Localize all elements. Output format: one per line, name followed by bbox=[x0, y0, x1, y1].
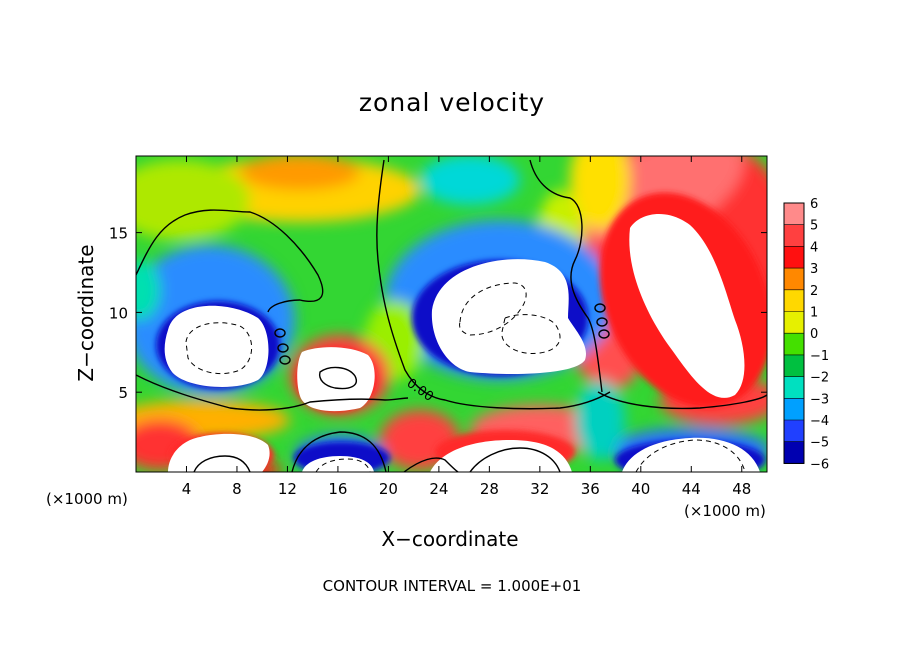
colorbar-label-8: −2 bbox=[810, 371, 829, 386]
x-tick-label-28: 28 bbox=[480, 480, 499, 498]
colorbar-label-4: 2 bbox=[810, 284, 818, 299]
x-tick-label-48: 48 bbox=[732, 480, 751, 498]
colorbar-label-3: 3 bbox=[810, 262, 818, 277]
colorbar-label-2: 4 bbox=[810, 240, 818, 255]
field-blob-2 bbox=[136, 160, 250, 240]
saturated-region-5 bbox=[302, 456, 374, 472]
contour-small-loop-5 bbox=[598, 329, 610, 339]
x-tick-label-44: 44 bbox=[682, 480, 701, 498]
x-unit-label-left: (×1000 m) bbox=[46, 490, 128, 508]
contour-interval-note: CONTOUR INTERVAL = 1.000E+01 bbox=[322, 577, 582, 595]
y-tick-label-10: 10 bbox=[109, 304, 128, 322]
contour-small-loop-2 bbox=[279, 355, 291, 365]
contour-solid-2 bbox=[376, 159, 611, 410]
contour-small-loop-0 bbox=[274, 328, 286, 338]
contour-small-loop-3 bbox=[594, 303, 606, 313]
saturated-region-6 bbox=[430, 440, 572, 472]
x-axis-label: X−coordinate bbox=[381, 527, 519, 551]
contour-solid-5 bbox=[403, 457, 459, 472]
contour-solid-8 bbox=[318, 366, 357, 390]
contour-solid-3 bbox=[529, 159, 603, 393]
colorbar-band-5 bbox=[784, 311, 804, 334]
colorbar-label-10: −4 bbox=[810, 414, 829, 429]
x-tick-label-12: 12 bbox=[278, 480, 297, 498]
plot-frame bbox=[135, 155, 768, 473]
x-tick-label-40: 40 bbox=[631, 480, 650, 498]
colorbar-label-7: −1 bbox=[810, 349, 829, 364]
contour-dashed-4 bbox=[315, 458, 371, 472]
x-tick-label-36: 36 bbox=[581, 480, 600, 498]
colorbar-band-4 bbox=[784, 289, 804, 312]
colorbar-band-0 bbox=[784, 203, 804, 226]
contour-solid-4 bbox=[597, 391, 767, 410]
colorbar-band-8 bbox=[784, 376, 804, 399]
y-tick-label-15: 15 bbox=[109, 225, 128, 243]
colorbar-label-11: −5 bbox=[810, 436, 829, 451]
velocity-field bbox=[136, 156, 767, 472]
colorbar-label-0: 6 bbox=[810, 197, 818, 212]
colorbar-band-11 bbox=[784, 441, 804, 464]
contour-solid-1 bbox=[136, 374, 409, 411]
colorbar: 6 5 4 3 2 1 0 −1 −2 −3 −4 −5 −6 bbox=[783, 197, 829, 472]
contour-solid-7 bbox=[469, 447, 561, 472]
colorbar-label-6: 0 bbox=[810, 327, 818, 342]
contour-dashed-1 bbox=[459, 282, 527, 336]
colorbar-band-10 bbox=[784, 420, 804, 443]
x-tick-label-32: 32 bbox=[530, 480, 549, 498]
colorbar-label-5: 1 bbox=[810, 306, 818, 321]
field-blob-21 bbox=[575, 380, 625, 460]
colorbar-label-12: −6 bbox=[810, 457, 829, 472]
contour-small-loop-1 bbox=[277, 343, 289, 353]
x-tick-label-4: 4 bbox=[182, 480, 192, 498]
field-blob-12 bbox=[136, 260, 160, 320]
colorbar-label-1: 5 bbox=[810, 219, 818, 234]
colorbar-band-1 bbox=[784, 224, 804, 247]
saturated-region-2 bbox=[629, 213, 745, 398]
colorbar-band-6 bbox=[784, 333, 804, 356]
saturated-region-0 bbox=[164, 305, 269, 387]
colorbar-band-2 bbox=[784, 246, 804, 269]
x-unit-label-right: (×1000 m) bbox=[684, 502, 766, 520]
x-tick-label-20: 20 bbox=[379, 480, 398, 498]
colorbar-band-9 bbox=[784, 398, 804, 421]
contour-solid-6 bbox=[291, 431, 387, 472]
field-blob-8 bbox=[570, 156, 630, 230]
chart-title: zonal velocity bbox=[358, 88, 546, 117]
field-blob-3 bbox=[420, 156, 520, 205]
colorbar-band-7 bbox=[784, 354, 804, 378]
colorbar-label-9: −3 bbox=[810, 392, 829, 407]
contour-solid-0 bbox=[136, 209, 324, 313]
y-tick-label-5: 5 bbox=[118, 384, 128, 402]
x-tick-label-24: 24 bbox=[429, 480, 448, 498]
y-axis-label: Z−coordinate bbox=[74, 244, 98, 382]
saturated-region-3 bbox=[297, 347, 375, 412]
x-tick-label-16: 16 bbox=[328, 480, 347, 498]
contour-dashed-2 bbox=[501, 314, 561, 354]
saturated-region-7 bbox=[622, 437, 760, 472]
colorbar-band-3 bbox=[784, 268, 804, 291]
x-tick-label-8: 8 bbox=[232, 480, 242, 498]
contour-small-loop-4 bbox=[596, 317, 608, 327]
field-blob-1 bbox=[240, 156, 360, 190]
contour-solid-9 bbox=[193, 455, 251, 472]
